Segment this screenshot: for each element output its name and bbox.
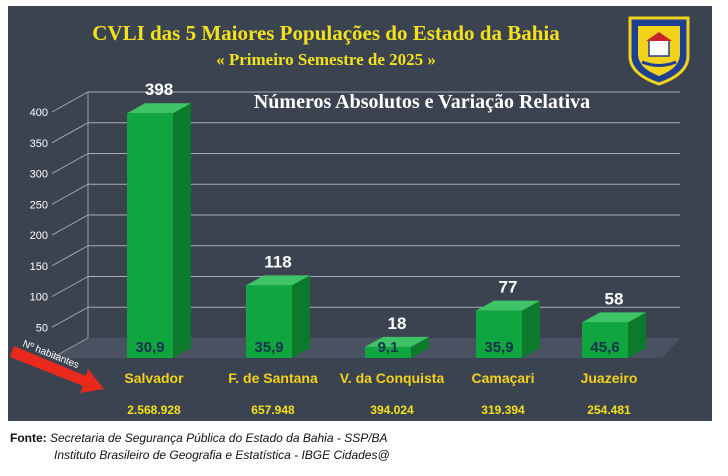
gridline-diagonal	[51, 276, 89, 297]
relative-label: 35,9	[254, 339, 283, 356]
y-tick-label: 350	[30, 138, 48, 150]
bar	[246, 285, 292, 358]
bar-top	[582, 312, 646, 323]
category-label: Camaçari	[471, 370, 534, 386]
axis-layer: 50 100 150 200 250 300 350 400	[30, 92, 89, 359]
gridline-diagonal	[51, 306, 89, 328]
population-label: 2.568.928	[127, 403, 181, 417]
value-label: 18	[388, 314, 407, 333]
y-tick-label: 200	[30, 230, 48, 242]
bar	[127, 113, 173, 358]
chart-svg: CVLI das 5 Maiores Populações do Estado …	[10, 16, 690, 417]
bar-top	[476, 300, 540, 311]
gridline-diagonal	[51, 214, 89, 236]
bar-top	[246, 275, 310, 286]
gridline-diagonal	[51, 91, 89, 113]
value-label: 118	[264, 252, 291, 271]
value-label: 398	[145, 80, 173, 99]
y-tick-label: 100	[30, 292, 48, 304]
bar-top	[365, 336, 429, 347]
bar-side	[628, 312, 646, 358]
guard-badge-logo	[628, 16, 690, 86]
relative-label: 35,9	[484, 339, 513, 356]
chart-title: CVLI das 5 Maiores Populações do Estado …	[92, 21, 560, 45]
population-label: 657.948	[251, 403, 295, 417]
bar	[582, 322, 628, 358]
category-label: Juazeiro	[581, 370, 638, 386]
source-line-2: Instituto Brasileiro de Geografia e Esta…	[54, 448, 390, 462]
category-label: V. da Conquista	[340, 370, 445, 386]
y-axis-base-diagonal	[51, 337, 89, 359]
y-tick-label: 150	[30, 261, 48, 273]
source-label: Fonte:	[10, 431, 47, 445]
bar	[365, 346, 411, 358]
population-label: 394.024	[370, 403, 414, 417]
bar-side	[522, 300, 540, 358]
relative-label: 9,1	[378, 339, 399, 356]
y-tick-label: 250	[30, 199, 48, 211]
chart-heading: Números Absolutos e Variação Relativa	[254, 91, 590, 113]
relative-label: 45,6	[590, 339, 619, 356]
chart-panel: CVLI das 5 Maiores Populações do Estado …	[8, 6, 712, 421]
value-label: 58	[605, 289, 624, 308]
bars-layer	[127, 103, 646, 358]
bar-side	[411, 336, 429, 358]
relative-label: 30,9	[135, 339, 164, 356]
bar-side	[292, 275, 310, 358]
population-label: 319.394	[481, 403, 525, 417]
y-tick-label: 50	[36, 322, 48, 334]
gridline-diagonal	[51, 122, 89, 144]
gridline-diagonal	[51, 245, 89, 267]
gridline-diagonal	[51, 153, 89, 174]
y-tick-label: 300	[30, 169, 48, 181]
category-label: F. de Santana	[228, 370, 318, 386]
source-line-1: Secretaria de Segurança Pública do Estad…	[50, 431, 388, 445]
source-footer: Fonte: Secretaria de Segurança Pública d…	[10, 430, 710, 464]
bar	[476, 310, 522, 358]
bar-top	[127, 103, 191, 114]
category-label: Salvador	[124, 370, 184, 386]
value-label: 77	[499, 278, 518, 297]
gridline-diagonal	[51, 183, 89, 205]
y-tick-label: 400	[30, 107, 48, 119]
population-label: 254.481	[587, 403, 631, 417]
chart-subtitle: « Primeiro Semestre de 2025 »	[216, 50, 436, 69]
bar-side	[173, 103, 191, 358]
labels-layer: 398 30,9 Salvador 2.568.928 118 35,9 F. de San…	[124, 80, 637, 417]
